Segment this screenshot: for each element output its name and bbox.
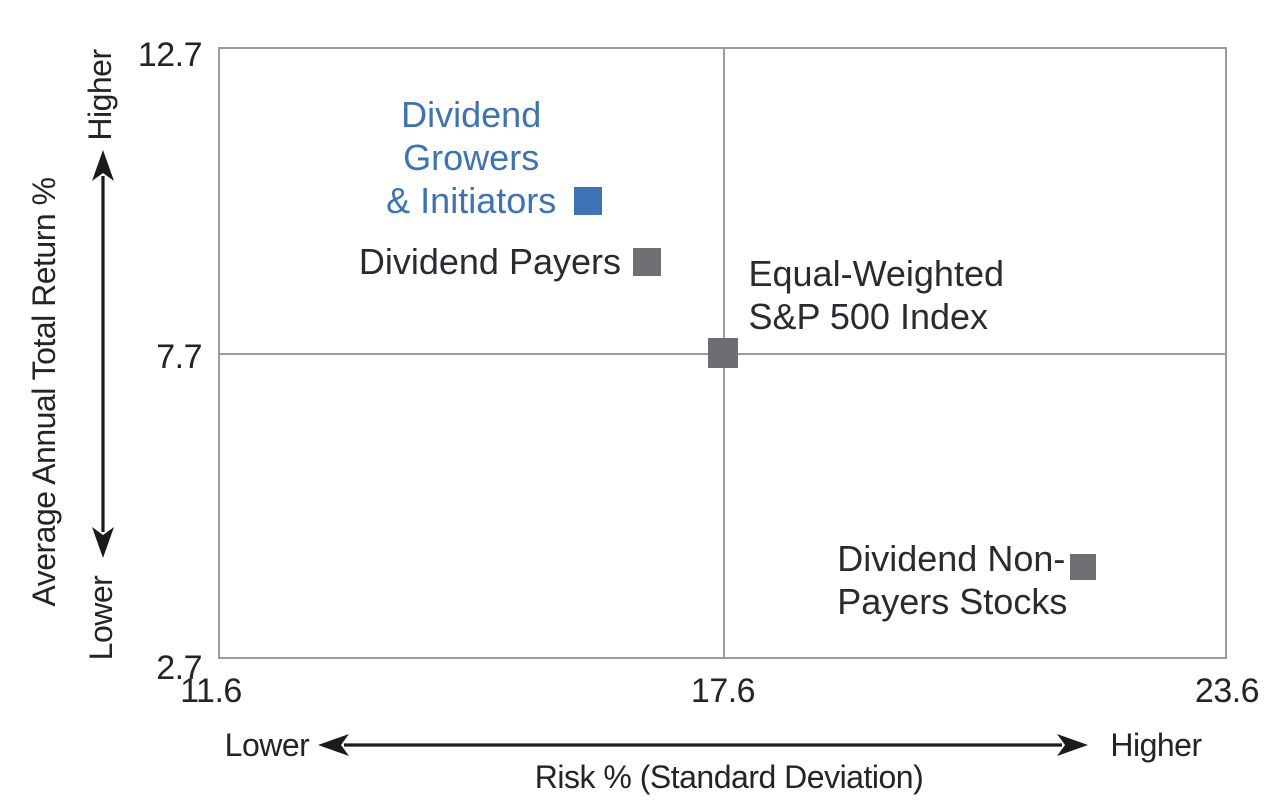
x-axis-title: Risk % (Standard Deviation)	[534, 759, 924, 795]
data-point-label-sp500: Equal-Weighted S&P 500 Index	[749, 252, 1005, 338]
x-tick-23-6: 23.6	[1194, 672, 1260, 710]
point-label-line: Equal-Weighted	[748, 253, 1005, 294]
data-point-label-growers: Dividend Growers & Initiators	[386, 93, 556, 222]
data-point-label-nonpayers: Dividend Non- Payers Stocks	[837, 537, 1067, 623]
x-axis-arrow	[318, 734, 1088, 756]
y-tick-2-7: 2.7	[156, 649, 202, 687]
y-axis-lower-label: Lower	[83, 575, 119, 661]
data-point-label-payers: Dividend Payers	[359, 240, 621, 283]
data-point-marker-payers	[632, 247, 661, 276]
point-label-line: Dividend Non-	[837, 537, 1066, 579]
y-tick-12-7: 12.7	[137, 36, 203, 74]
x-axis-lower-label: Lower	[224, 727, 310, 763]
point-label-line: Dividend Payers	[358, 241, 621, 282]
y-axis-title: Average Annual Total Return %	[26, 177, 62, 607]
data-point-marker-growers	[574, 186, 603, 215]
x-axis-higher-label: Higher	[1110, 727, 1202, 763]
data-point-marker-sp500	[707, 338, 738, 368]
point-label-line: Payers Stocks	[837, 580, 1068, 622]
point-label-line: & Initiators	[386, 180, 557, 221]
point-label-line: S&P 500 Index	[748, 296, 989, 337]
y-tick-7-7: 7.7	[156, 338, 202, 376]
data-point-marker-nonpayers	[1070, 553, 1097, 580]
y-axis-higher-label: Higher	[82, 49, 118, 141]
point-label-line: Growers	[403, 137, 540, 178]
point-label-line: Dividend	[401, 94, 542, 135]
x-tick-11-6: 11.6	[180, 672, 242, 710]
x-tick-17-6: 17.6	[690, 672, 756, 710]
